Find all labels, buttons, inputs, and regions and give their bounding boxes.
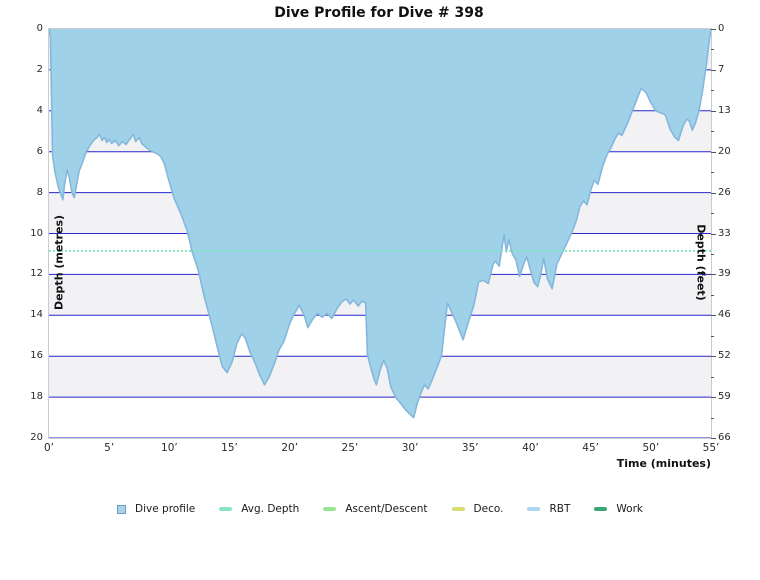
legend-marker-icon xyxy=(527,507,541,511)
legend-item-dive-profile: Dive profile xyxy=(117,503,195,515)
y-right-tick-label: 66 xyxy=(718,432,731,443)
legend-marker-icon xyxy=(451,507,465,511)
x-tick-label: 40’ xyxy=(522,442,539,454)
x-axis-title: Time (minutes) xyxy=(616,457,711,470)
y-left-tick-label: 10 xyxy=(30,227,43,239)
y-right-tick-label: 52 xyxy=(718,350,731,362)
x-tick-label: 5’ xyxy=(104,442,115,454)
y-right-major-tick xyxy=(711,274,716,276)
chart-legend: Dive profile Avg. Depth Ascent/Descent Deco… xyxy=(0,503,760,515)
y-right-tick-label: 26 xyxy=(718,186,731,198)
legend-marker-icon xyxy=(219,507,233,511)
y-right-tick-label: 46 xyxy=(718,309,731,321)
y-left-tick-label: 6 xyxy=(36,145,43,157)
y-right-tick-label: 20 xyxy=(718,145,731,157)
legend-item-deco-: Deco. xyxy=(451,503,504,515)
x-tick-label: 45’ xyxy=(582,442,599,454)
y-right-major-tick xyxy=(711,315,716,317)
dive-profile-plot xyxy=(48,28,712,439)
y-right-minor-tick xyxy=(711,376,714,378)
x-tick-label: 30’ xyxy=(401,442,419,454)
y-left-tick-label: 16 xyxy=(30,350,43,362)
y-right-tick-label: 33 xyxy=(718,227,731,239)
x-tick-label: 25’ xyxy=(341,442,359,454)
y-right-major-tick xyxy=(711,151,716,153)
legend-item-ascent-descent: Ascent/Descent xyxy=(323,503,428,515)
legend-label: Avg. Depth xyxy=(241,503,300,515)
dive-profile-area xyxy=(49,29,711,418)
x-tick-label: 20’ xyxy=(281,442,299,454)
legend-item-avg-depth: Avg. Depth xyxy=(219,503,299,515)
legend-label: RBT xyxy=(549,503,571,515)
depth-band xyxy=(49,397,711,438)
y-right-major-tick xyxy=(711,69,716,71)
y-right-minor-tick xyxy=(711,213,714,215)
y-right-major-tick xyxy=(711,438,716,439)
y-right-tick-label: 59 xyxy=(718,391,731,403)
y-left-tick-label: 8 xyxy=(36,186,43,198)
y-right-major-tick xyxy=(711,29,716,30)
y-left-tick-label: 2 xyxy=(36,63,43,75)
x-tick-label: 55’ xyxy=(702,442,720,454)
dive-profile-line xyxy=(48,28,712,419)
y-right-minor-tick xyxy=(711,417,714,419)
chart-title: Dive Profile for Dive # 398 xyxy=(274,5,484,21)
legend-label: Work xyxy=(616,503,643,515)
y-right-major-tick xyxy=(711,233,716,235)
y-left-tick-label: 12 xyxy=(30,268,43,280)
y-axis-left-title: Depth (metres) xyxy=(52,214,66,311)
legend-label: Ascent/Descent xyxy=(345,503,428,515)
y-right-major-tick xyxy=(711,192,716,194)
y-left-tick-label: 14 xyxy=(30,309,43,321)
y-right-major-tick xyxy=(711,397,716,399)
y-right-tick-label: 39 xyxy=(718,268,731,280)
legend-marker-icon xyxy=(117,504,127,514)
x-tick-label: 50’ xyxy=(642,442,660,454)
plot-area: 0 2 4 6 8 10 12 14 16 18 20 0 7 13 20 26 33 39 46 52 59 66 0… xyxy=(30,24,730,471)
legend-item-work: Work xyxy=(594,503,643,515)
legend-label: Deco. xyxy=(473,503,504,515)
y-right-minor-tick xyxy=(711,49,714,51)
y-right-minor-tick xyxy=(711,131,714,133)
x-tick-label: 0’ xyxy=(43,442,55,454)
y-left-tick-label: 4 xyxy=(36,104,43,116)
x-tick-label: 15’ xyxy=(221,442,238,454)
legend-marker-icon xyxy=(594,507,608,511)
y-right-minor-tick xyxy=(711,90,714,92)
legend-item-rbt: RBT xyxy=(527,503,570,515)
y-right-major-tick xyxy=(711,356,716,358)
y-right-tick-label: 0 xyxy=(718,23,725,34)
x-tick-label: 35’ xyxy=(461,442,479,454)
legend-marker-icon xyxy=(323,507,337,511)
y-right-tick-label: 13 xyxy=(718,104,731,116)
y-right-tick-label: 7 xyxy=(718,63,725,75)
y-right-minor-tick xyxy=(711,253,714,255)
y-right-minor-tick xyxy=(711,335,714,337)
y-left-tick-label: 0 xyxy=(36,23,43,34)
y-right-major-tick xyxy=(711,110,716,112)
y-left-tick-label: 20 xyxy=(30,432,43,443)
legend-label: Dive profile xyxy=(135,503,196,515)
x-tick-label: 10’ xyxy=(161,442,178,454)
y-right-minor-tick xyxy=(711,294,714,296)
y-right-minor-tick xyxy=(711,172,714,174)
y-left-tick-label: 18 xyxy=(30,391,43,403)
y-axis-right-title: Depth (feet) xyxy=(694,224,708,301)
